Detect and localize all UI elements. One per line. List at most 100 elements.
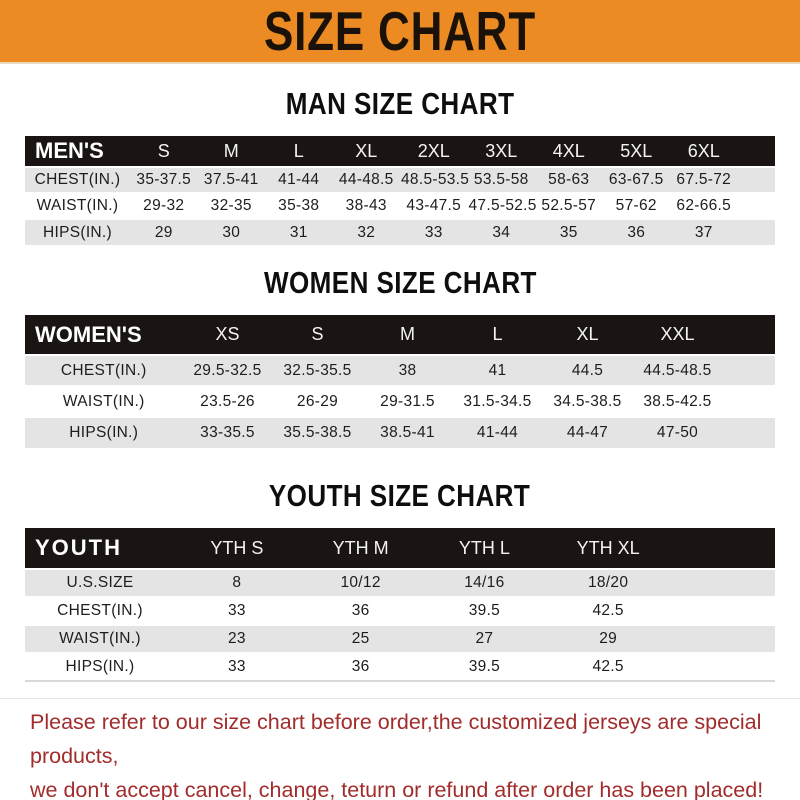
header-filler: [723, 315, 776, 355]
row-filler: [670, 653, 775, 681]
men-size-table: MEN'S S M L XL 2XL 3XL 4XL 5XL 6XL CHEST(IN.) 35-37…: [25, 136, 775, 245]
size-value: 38: [398, 361, 417, 379]
row-filler: [723, 386, 776, 417]
footer-disclaimer: Please refer to our size chart before or…: [0, 698, 800, 800]
row-label: WAIST(IN.): [59, 630, 141, 647]
size-value: 38.5-42.5: [643, 392, 712, 410]
size-value: 53.5-58: [473, 171, 529, 188]
size-column-header: S: [157, 140, 170, 161]
size-value: 8: [232, 574, 242, 591]
row-label: U.S.SIZE: [66, 574, 134, 591]
row-label: HIPS(IN.): [42, 223, 112, 241]
table-group-label: YOUTH: [35, 535, 122, 560]
size-value: 37.5-41: [203, 171, 259, 188]
row-label: HIPS(IN.): [69, 424, 139, 441]
men-section-heading: MAN SIZE CHART: [0, 86, 800, 122]
size-column-header: XXL: [660, 324, 695, 344]
size-value: 35.5-38.5: [283, 424, 352, 441]
size-value: 57-62: [615, 197, 657, 214]
youth-section-heading-text: YOUTH SIZE CHART: [269, 478, 531, 513]
size-column-header: XS: [215, 324, 240, 344]
size-value: 32: [357, 223, 376, 241]
row-label: CHEST(IN.): [60, 361, 147, 379]
row-filler: [723, 417, 776, 448]
table-group-label: WOMEN'S: [35, 321, 142, 347]
size-value: 25: [351, 630, 370, 647]
size-value: 14/16: [464, 574, 505, 591]
row-filler: [670, 597, 775, 625]
size-value: 44-48.5: [338, 171, 394, 188]
size-value: 35: [559, 223, 578, 241]
size-value: 62-66.5: [676, 197, 732, 214]
size-value: 41-44: [278, 171, 320, 188]
size-value: 36: [627, 223, 646, 241]
size-column-header: YTH S: [210, 537, 264, 558]
size-value: 38-43: [345, 197, 387, 214]
women-section-heading-text: WOMEN SIZE CHART: [263, 265, 537, 300]
size-value: 29-32: [143, 197, 185, 214]
youth-size-table: YOUTH YTH S YTH M YTH L YTH XL U.S.SIZE 8 10/12…: [25, 528, 775, 682]
measurement-row: CHEST(IN.) 29.5-32.5 32.5-35.5 38 41 44.5 44.5…: [25, 355, 775, 386]
measurement-row: HIPS(IN.) 29 30 31 32 33 34 35 36 37: [25, 219, 775, 245]
size-value: 52.5-57: [541, 197, 597, 214]
size-column-header: XL: [576, 324, 599, 344]
size-column-header: M: [400, 324, 415, 344]
size-column-header: XL: [355, 140, 378, 161]
size-value: 42.5: [592, 658, 624, 675]
size-value: 26-29: [296, 392, 339, 410]
size-value: 48.5-53.5: [401, 171, 470, 188]
youth-section: YOUTH SIZE CHART YOUTH YTH S YTH M YTH L YTH…: [0, 478, 800, 682]
size-value: 44.5: [571, 361, 604, 379]
measurement-row: HIPS(IN.) 33-35.5 35.5-38.5 38.5-41 41-44 44-…: [25, 417, 775, 448]
size-value: 32-35: [210, 197, 252, 214]
row-filler: [723, 355, 776, 386]
size-value: 18/20: [587, 574, 629, 591]
size-value: 42.5: [592, 602, 624, 619]
table-group-label: MEN'S: [35, 138, 104, 163]
page-title: SIZE CHART: [264, 0, 536, 62]
size-value: 33: [424, 223, 443, 241]
size-column-header: L: [492, 324, 503, 344]
size-value: 39.5: [468, 658, 501, 675]
size-column-header: 4XL: [552, 140, 585, 161]
men-section: MAN SIZE CHART MEN'S S M L XL 2XL 3XL 4XL 5XL 6XL…: [0, 86, 800, 245]
size-value: 47.5-52.5: [468, 197, 537, 214]
measurement-row: CHEST(IN.) 35-37.5 37.5-41 41-44 44-48.5 48.5…: [25, 167, 775, 193]
row-label: CHEST(IN.): [34, 171, 121, 188]
size-column-header: M: [223, 140, 239, 161]
measurement-row: WAIST(IN.) 23 25 27 29: [25, 625, 775, 653]
women-section: WOMEN SIZE CHART WOMEN'S XS S M L XL XXL CHEST(…: [0, 265, 800, 448]
size-value: 39.5: [468, 602, 501, 619]
size-column-header: L: [293, 140, 304, 161]
size-value: 34: [492, 223, 511, 241]
men-section-heading-text: MAN SIZE CHART: [285, 86, 515, 121]
size-column-header: 2XL: [417, 140, 450, 161]
size-column-header: YTH XL: [576, 537, 640, 558]
size-value: 44-47: [566, 424, 609, 441]
row-filler: [738, 193, 776, 219]
size-value: 10/12: [340, 574, 381, 591]
size-value: 23.5-26: [200, 392, 255, 410]
footer-line-2: we don't accept cancel, change, teturn o…: [30, 778, 764, 800]
size-value: 31.5-34.5: [463, 392, 532, 410]
size-value: 38.5-41: [380, 424, 435, 441]
size-column-header: YTH M: [332, 537, 389, 558]
measurement-row: HIPS(IN.) 33 36 39.5 42.5: [25, 653, 775, 681]
size-table-header-row: MEN'S S M L XL 2XL 3XL 4XL 5XL 6XL: [25, 136, 775, 167]
size-value: 32.5-35.5: [283, 361, 352, 379]
size-chart-banner: SIZE CHART: [0, 0, 800, 64]
size-value: 34.5-38.5: [553, 392, 622, 410]
row-label: WAIST(IN.): [36, 197, 119, 214]
size-value: 43-47.5: [406, 197, 462, 214]
women-size-table: WOMEN'S XS S M L XL XXL CHEST(IN.) 29.5-32.5 32.5…: [25, 315, 775, 448]
size-value: 30: [222, 223, 241, 241]
size-value: 33: [227, 602, 246, 619]
header-filler: [738, 136, 776, 167]
size-value: 29: [154, 223, 173, 241]
size-value: 31: [289, 223, 308, 241]
row-filler: [670, 625, 775, 653]
size-value: 36: [351, 658, 370, 675]
size-column-header: 5XL: [620, 140, 653, 161]
size-value: 58-63: [548, 171, 590, 188]
size-column-header: S: [311, 324, 324, 344]
